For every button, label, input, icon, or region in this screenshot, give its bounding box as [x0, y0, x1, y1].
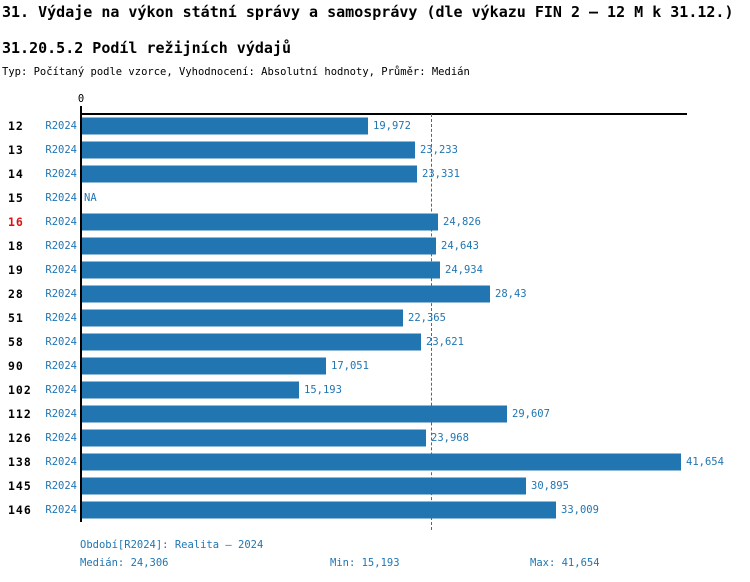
row-series-label: R2024	[45, 504, 77, 516]
bar-value-label: 33,009	[561, 504, 599, 516]
bar	[80, 453, 681, 471]
row-id-label: 112	[8, 407, 32, 421]
row-id-label: 51	[8, 311, 24, 325]
chart-row: 112 R2024 29,607	[0, 402, 750, 426]
chart-row: 12 R2024 19,972	[0, 114, 750, 138]
bar-value-label: 41,654	[686, 456, 724, 468]
row-series-label: R2024	[45, 192, 77, 204]
chart-row: 138 R2024 41,654	[0, 450, 750, 474]
chart-row: 126 R2024 23,968	[0, 426, 750, 450]
bar-value-label: 23,621	[426, 336, 464, 348]
chart-subtitle: 31.20.5.2 Podíl režijních výdajů	[2, 39, 291, 57]
bar	[80, 357, 326, 375]
row-series-label: R2024	[45, 264, 77, 276]
x-axis-zero-tick	[80, 106, 82, 114]
row-series-label: R2024	[45, 240, 77, 252]
chart-row: 51 R2024 22,365	[0, 306, 750, 330]
bar-value-label: 24,643	[441, 240, 479, 252]
bar	[80, 261, 440, 279]
bar	[80, 381, 299, 399]
page-title: 31. Výdaje na výkon státní správy a samo…	[2, 3, 734, 21]
row-id-label: 13	[8, 143, 24, 157]
bar-value-label: 23,233	[420, 144, 458, 156]
bar-value-label: 28,43	[495, 288, 527, 300]
row-series-label: R2024	[45, 480, 77, 492]
row-series-label: R2024	[45, 408, 77, 420]
row-id-label: 138	[8, 455, 32, 469]
bar-value-label: 29,607	[512, 408, 550, 420]
row-id-label: 18	[8, 239, 24, 253]
chart-row: 13 R2024 23,233	[0, 138, 750, 162]
bar	[80, 165, 417, 183]
row-id-label: 16	[8, 215, 24, 229]
bar-value-label: 24,934	[445, 264, 483, 276]
row-id-label: 90	[8, 359, 24, 373]
bar	[80, 405, 507, 423]
y-axis-line	[80, 113, 82, 522]
bar	[80, 333, 421, 351]
bar	[80, 213, 438, 231]
row-id-label: 15	[8, 191, 24, 205]
bar	[80, 285, 490, 303]
chart-rows: 12 R2024 19,972 13 R2024 23,233 14 R2024…	[0, 114, 750, 522]
row-series-label: R2024	[45, 360, 77, 372]
row-series-label: R2024	[45, 336, 77, 348]
chart-meta-line: Typ: Počítaný podle vzorce, Vyhodnocení:…	[2, 66, 470, 78]
bar-value-label: 22,365	[408, 312, 446, 324]
chart-row: 58 R2024 23,621	[0, 330, 750, 354]
chart-row: 102 R2024 15,193	[0, 378, 750, 402]
row-series-label: R2024	[45, 144, 77, 156]
chart-row: 90 R2024 17,051	[0, 354, 750, 378]
row-id-label: 12	[8, 119, 24, 133]
row-series-label: R2024	[45, 168, 77, 180]
row-series-label: R2024	[45, 432, 77, 444]
bar-value-label: 15,193	[304, 384, 342, 396]
bar	[80, 429, 426, 447]
row-series-label: R2024	[45, 312, 77, 324]
row-id-label: 145	[8, 479, 32, 493]
row-id-label: 126	[8, 431, 32, 445]
bar	[80, 237, 436, 255]
row-id-label: 14	[8, 167, 24, 181]
x-axis-zero-label: 0	[77, 93, 85, 105]
chart-row: 15 R2024 NA	[0, 186, 750, 210]
footer-min: Min: 15,193	[330, 557, 400, 569]
bar-value-label: 23,331	[422, 168, 460, 180]
row-id-label: 58	[8, 335, 24, 349]
bar-value-label: 17,051	[331, 360, 369, 372]
x-axis-line	[80, 113, 687, 115]
row-id-label: 28	[8, 287, 24, 301]
bar	[80, 141, 415, 159]
chart-row: 146 R2024 33,009	[0, 498, 750, 522]
chart-row: 18 R2024 24,643	[0, 234, 750, 258]
row-series-label: R2024	[45, 384, 77, 396]
row-id-label: 19	[8, 263, 24, 277]
bar	[80, 117, 368, 135]
median-line	[431, 114, 432, 530]
row-series-label: R2024	[45, 120, 77, 132]
footer-max: Max: 41,654	[530, 557, 600, 569]
bar	[80, 477, 526, 495]
bar-value-label: NA	[84, 192, 97, 204]
row-id-label: 146	[8, 503, 32, 517]
bar	[80, 309, 403, 327]
row-series-label: R2024	[45, 456, 77, 468]
bar-value-label: 23,968	[431, 432, 469, 444]
row-id-label: 102	[8, 383, 32, 397]
bar-value-label: 30,895	[531, 480, 569, 492]
chart-row: 16 R2024 24,826	[0, 210, 750, 234]
chart-row: 28 R2024 28,43	[0, 282, 750, 306]
row-series-label: R2024	[45, 216, 77, 228]
chart-row: 14 R2024 23,331	[0, 162, 750, 186]
footer-period: Období[R2024]: Realita – 2024	[80, 539, 264, 551]
footer-median: Medián: 24,306	[80, 557, 169, 569]
bar	[80, 501, 556, 519]
chart-row: 19 R2024 24,934	[0, 258, 750, 282]
bar-value-label: 19,972	[373, 120, 411, 132]
bar-value-label: 24,826	[443, 216, 481, 228]
row-series-label: R2024	[45, 288, 77, 300]
chart-row: 145 R2024 30,895	[0, 474, 750, 498]
